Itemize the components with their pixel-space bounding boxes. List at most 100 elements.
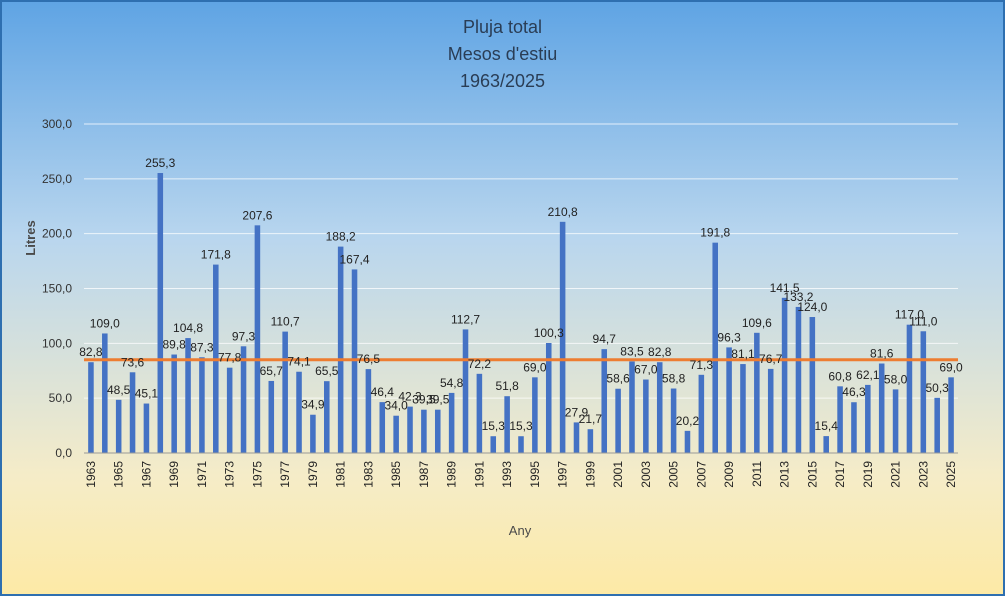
bar bbox=[434, 409, 441, 453]
bar bbox=[129, 372, 136, 453]
data-label: 69,0 bbox=[523, 360, 547, 374]
data-label: 82,8 bbox=[79, 345, 103, 359]
y-tick-label: 250,0 bbox=[42, 172, 72, 186]
data-label: 34,9 bbox=[301, 398, 325, 412]
x-tick-label: 1997 bbox=[556, 461, 570, 488]
chart-title-line-3: 1963/2025 bbox=[459, 71, 546, 91]
x-tick-label: 2015 bbox=[805, 461, 819, 488]
data-label: 110,7 bbox=[271, 315, 300, 329]
data-label: 89,8 bbox=[162, 338, 186, 352]
data-label: 77,8 bbox=[218, 351, 242, 365]
data-label: 210,8 bbox=[548, 205, 578, 219]
x-tick-label: 2009 bbox=[722, 461, 736, 488]
bar bbox=[226, 367, 233, 453]
data-label: 171,8 bbox=[201, 248, 231, 262]
bar bbox=[795, 306, 802, 453]
bar bbox=[587, 429, 594, 453]
chart-title-line-2: Mesos d'estiu bbox=[447, 44, 558, 64]
x-tick-label: 2001 bbox=[611, 461, 625, 488]
data-label: 207,6 bbox=[242, 208, 272, 222]
data-label: 67,0 bbox=[634, 363, 658, 377]
bar bbox=[754, 332, 760, 453]
x-tick-label: 1977 bbox=[278, 461, 292, 488]
bar bbox=[726, 347, 732, 453]
bar bbox=[684, 430, 691, 453]
bar bbox=[324, 381, 330, 453]
data-label: 117,0 bbox=[895, 308, 924, 322]
bar bbox=[948, 377, 954, 453]
bar bbox=[781, 297, 788, 453]
bar bbox=[740, 364, 746, 453]
bar bbox=[823, 436, 829, 453]
data-label: 20,2 bbox=[676, 414, 700, 428]
bar bbox=[240, 346, 247, 453]
bar bbox=[892, 389, 899, 453]
data-label: 188,2 bbox=[326, 230, 356, 244]
y-tick-label: 50,0 bbox=[49, 391, 73, 405]
bar bbox=[171, 354, 177, 453]
y-tick-label: 200,0 bbox=[42, 227, 72, 241]
bar bbox=[545, 343, 552, 453]
data-label: 255,3 bbox=[145, 156, 175, 170]
y-axis: 0,0 50,0 100,0 150,0 200,0 250,0 300,0 bbox=[42, 117, 72, 460]
data-label: 96,3 bbox=[717, 330, 741, 344]
bar bbox=[670, 388, 677, 453]
data-label: 81,1 bbox=[731, 347, 755, 361]
data-label: 69,0 bbox=[939, 360, 963, 374]
data-label: 54,8 bbox=[440, 376, 464, 390]
x-tick-label: 2019 bbox=[861, 461, 875, 488]
x-tick-label: 2003 bbox=[639, 461, 653, 488]
data-label: 15,4 bbox=[815, 419, 839, 433]
data-label: 39,5 bbox=[412, 393, 436, 407]
x-tick-label: 1989 bbox=[445, 461, 459, 488]
bar bbox=[906, 324, 913, 453]
bar bbox=[490, 436, 497, 453]
x-tick-label: 1981 bbox=[334, 461, 348, 488]
data-label: 21,7 bbox=[579, 412, 603, 426]
data-label: 58,0 bbox=[884, 372, 908, 386]
bar bbox=[365, 369, 372, 453]
data-label: 109,6 bbox=[742, 316, 772, 330]
bar bbox=[337, 246, 344, 453]
y-tick-label: 150,0 bbox=[42, 282, 72, 296]
bar bbox=[393, 415, 399, 453]
data-label: 34,0 bbox=[384, 399, 408, 413]
bar bbox=[504, 396, 510, 453]
x-tick-label: 1999 bbox=[583, 461, 597, 488]
bar bbox=[254, 225, 261, 453]
x-tick-label: 1987 bbox=[417, 461, 431, 488]
data-label: 109,0 bbox=[90, 316, 120, 330]
bar bbox=[157, 173, 164, 453]
data-label: 15,3 bbox=[509, 419, 533, 433]
data-label: 65,7 bbox=[260, 364, 284, 378]
bar bbox=[837, 386, 843, 453]
x-tick-label: 2005 bbox=[667, 461, 681, 488]
y-axis-title: Litres bbox=[23, 220, 38, 255]
x-tick-label: 1979 bbox=[306, 461, 320, 488]
data-label: 97,3 bbox=[232, 329, 256, 343]
y-tick-label: 300,0 bbox=[42, 117, 72, 131]
bar bbox=[573, 422, 580, 453]
bar bbox=[629, 361, 635, 453]
x-tick-label: 1971 bbox=[195, 461, 209, 488]
bar bbox=[712, 242, 718, 453]
x-axis-title: Any bbox=[509, 523, 532, 538]
x-tick-label: 1985 bbox=[389, 461, 403, 488]
bar bbox=[601, 349, 608, 453]
y-tick-label: 0,0 bbox=[55, 446, 72, 460]
x-tick-label: 2021 bbox=[889, 461, 903, 488]
data-label: 45,1 bbox=[135, 387, 159, 401]
bar bbox=[199, 357, 205, 453]
bar bbox=[143, 403, 150, 453]
bar bbox=[282, 331, 288, 453]
data-label: 46,4 bbox=[371, 385, 395, 399]
data-label: 72,2 bbox=[468, 357, 492, 371]
data-label: 60,8 bbox=[828, 369, 852, 383]
bar bbox=[115, 399, 122, 453]
x-axis: 1963 1965 1967 1969 1971 1973 1975 1977 1979 1981… bbox=[84, 452, 958, 488]
bar bbox=[268, 380, 275, 453]
data-label: 74,1 bbox=[287, 355, 311, 369]
bar bbox=[462, 329, 469, 453]
